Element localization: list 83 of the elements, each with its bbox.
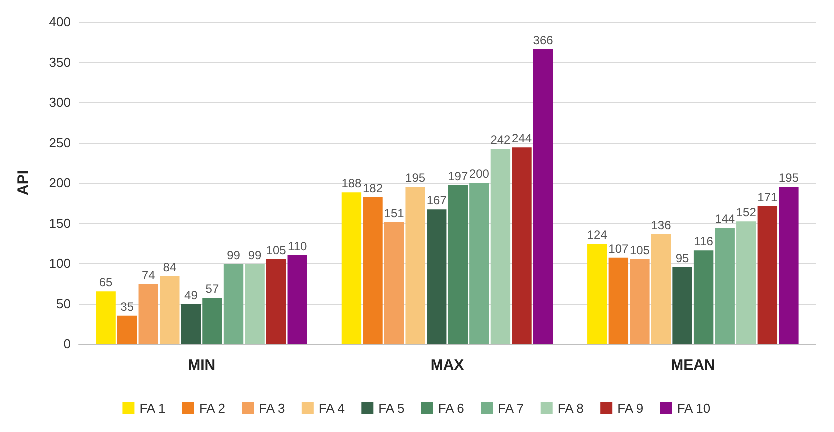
data-label: 107 bbox=[608, 242, 629, 256]
data-label: 49 bbox=[184, 288, 198, 303]
bar bbox=[651, 234, 672, 344]
bar bbox=[427, 210, 447, 344]
bar bbox=[470, 183, 490, 344]
bar bbox=[245, 264, 265, 344]
bar bbox=[715, 228, 735, 344]
bar bbox=[490, 149, 511, 344]
x-tick-label: MIN bbox=[188, 357, 216, 374]
data-label: 35 bbox=[120, 300, 134, 314]
data-label: 99 bbox=[248, 248, 262, 262]
legend-label: FA 6 bbox=[438, 401, 464, 416]
y-tick-label: 250 bbox=[49, 135, 71, 150]
data-label: 84 bbox=[163, 260, 177, 274]
bar bbox=[138, 284, 158, 344]
bar bbox=[448, 185, 468, 344]
data-label: 244 bbox=[512, 132, 532, 146]
y-tick-label: 300 bbox=[49, 95, 71, 110]
y-axis-title: API bbox=[15, 170, 32, 196]
y-tick-label: 200 bbox=[49, 176, 71, 190]
data-label: 105 bbox=[266, 243, 287, 258]
bar bbox=[630, 259, 650, 344]
bar bbox=[608, 258, 629, 344]
y-tick-label: 400 bbox=[49, 14, 71, 30]
data-label: 65 bbox=[99, 276, 114, 290]
data-label: 200 bbox=[469, 167, 490, 181]
bar bbox=[533, 49, 554, 344]
data-label: 144 bbox=[715, 212, 736, 226]
data-label: 105 bbox=[630, 243, 650, 258]
x-tick-label: MEAN bbox=[671, 357, 716, 374]
bar bbox=[406, 187, 426, 344]
data-label: 195 bbox=[406, 171, 426, 186]
data-label: 188 bbox=[342, 176, 362, 191]
legend-label: FA 8 bbox=[558, 401, 584, 416]
data-label: 57 bbox=[206, 282, 220, 296]
legend-label: FA 2 bbox=[199, 401, 226, 416]
data-label: 167 bbox=[426, 194, 448, 208]
data-label: 136 bbox=[651, 218, 672, 233]
bar bbox=[779, 187, 799, 344]
bar bbox=[384, 222, 404, 344]
legend-label: FA 3 bbox=[259, 401, 286, 416]
data-label: 124 bbox=[587, 228, 608, 242]
bar bbox=[694, 250, 714, 344]
data-label: 366 bbox=[533, 33, 554, 48]
bar bbox=[117, 316, 138, 344]
data-label: 74 bbox=[142, 268, 156, 282]
data-label: 152 bbox=[736, 206, 757, 220]
legend-label: FA 4 bbox=[318, 401, 345, 416]
y-tick-label: 100 bbox=[49, 256, 71, 271]
bar bbox=[224, 264, 244, 344]
legend-label: FA 1 bbox=[140, 401, 166, 416]
data-label: 242 bbox=[490, 133, 512, 148]
data-label: 197 bbox=[448, 169, 468, 184]
data-label: 195 bbox=[778, 171, 800, 186]
bar bbox=[288, 255, 308, 344]
data-label: 110 bbox=[288, 239, 308, 254]
bar bbox=[512, 148, 532, 344]
bar bbox=[266, 259, 286, 344]
legend-label: FA 7 bbox=[498, 401, 524, 416]
bar bbox=[160, 276, 180, 344]
bar bbox=[588, 244, 608, 344]
data-label: 116 bbox=[694, 234, 714, 249]
y-tick-label: 150 bbox=[49, 216, 71, 231]
data-label: 95 bbox=[676, 252, 690, 266]
bar bbox=[181, 304, 202, 344]
legend-label: FA 9 bbox=[618, 401, 644, 416]
y-tick-label: 0 bbox=[64, 336, 71, 352]
bar bbox=[672, 268, 692, 344]
legend-label: FA 5 bbox=[378, 401, 405, 416]
bar bbox=[96, 292, 116, 344]
x-tick-label: MAX bbox=[430, 357, 464, 374]
bar bbox=[202, 298, 222, 344]
bar bbox=[363, 197, 383, 344]
data-label: 151 bbox=[384, 206, 405, 220]
data-label: 171 bbox=[758, 190, 778, 204]
data-label: 99 bbox=[227, 248, 241, 262]
legend-label: FA 10 bbox=[677, 401, 711, 416]
y-tick-label: 350 bbox=[49, 54, 71, 70]
bar bbox=[758, 206, 778, 344]
y-tick-label: 50 bbox=[56, 296, 71, 312]
bar bbox=[342, 192, 362, 344]
bar bbox=[736, 222, 756, 344]
data-label: 182 bbox=[362, 181, 384, 196]
